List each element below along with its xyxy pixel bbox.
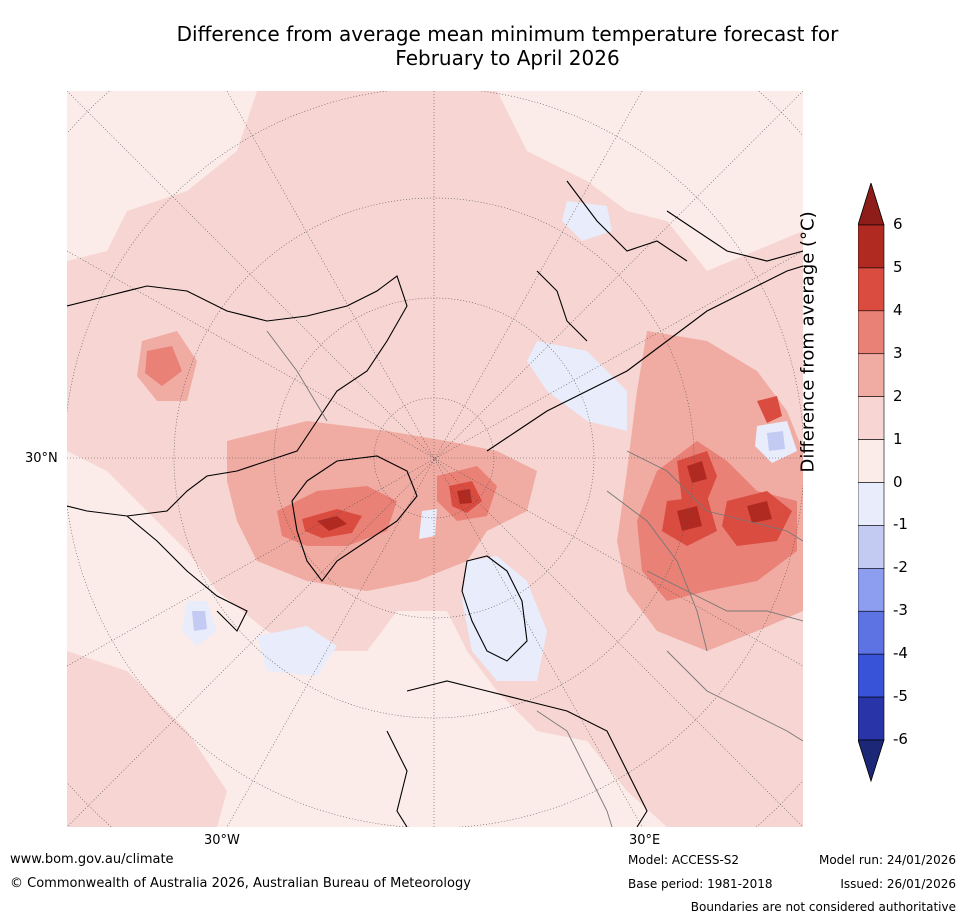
- colorbar-band: [858, 610, 885, 655]
- anomaly-4-5-regions: [302, 396, 792, 546]
- footer-model-run: Model run: 24/01/2026: [818, 853, 956, 867]
- colorbar-band: [858, 482, 885, 526]
- footer-copyright: © Commonwealth of Australia 2026, Austra…: [10, 876, 471, 891]
- colorbar-lower-arrow: [858, 739, 885, 783]
- anomaly-minus1-minus2-regions: [192, 431, 785, 631]
- lon-label-30e: 30°E: [629, 833, 661, 848]
- colorbar: [858, 183, 885, 783]
- colorbar-band: [858, 568, 885, 612]
- map-title-line1: Difference from average mean minimum tem…: [176, 22, 839, 46]
- footer-disclaimer: Boundaries are not considered authoritat…: [690, 900, 956, 914]
- colorbar-tick-label: 0: [893, 472, 903, 491]
- footer-issued: Issued: 26/01/2026: [840, 877, 956, 891]
- colorbar-tick-label: -6: [893, 730, 908, 748]
- graticule: [67, 91, 803, 827]
- forecast-map: [67, 91, 803, 827]
- colorbar-tick-label: -1: [893, 515, 908, 534]
- colorbar-band: [858, 396, 885, 440]
- map-title-line2: February to April 2026: [395, 46, 620, 70]
- colorbar-tick-label: 3: [893, 343, 903, 362]
- colorbar-tick-label: 5: [893, 257, 903, 276]
- colorbar-tick-label: 1: [893, 429, 903, 448]
- colorbar-tick-label: -4: [893, 644, 908, 663]
- colorbar-tick-label: -2: [893, 558, 908, 577]
- colorbar-tick-label: -5: [893, 687, 908, 706]
- lon-label-30w: 30°W: [204, 833, 240, 848]
- colorbar-title: Difference from average (°C): [797, 211, 819, 473]
- colorbar-tick-label: -3: [893, 601, 908, 620]
- footer-base-period: Base period: 1981-2018: [628, 877, 773, 891]
- footer-model: Model: ACCESS-S2: [628, 853, 740, 867]
- colorbar-band: [858, 439, 885, 483]
- map-canvas: [67, 91, 803, 827]
- colorbar-tick-label: 6: [893, 215, 903, 233]
- colorbar-band: [858, 310, 885, 355]
- colorbar-band: [858, 353, 885, 397]
- colorbar-band: [858, 224, 885, 269]
- colorbar-tick-label: 4: [893, 300, 903, 319]
- colorbar-band: [858, 653, 885, 698]
- country-borders: [266, 330, 803, 827]
- colorbar-band: [858, 267, 885, 312]
- footer-website[interactable]: www.bom.gov.au/climate: [10, 852, 174, 867]
- colorbar-band: [858, 696, 885, 741]
- colorbar-upper-arrow: [858, 183, 885, 226]
- map-title: Difference from average mean minimum tem…: [60, 22, 955, 70]
- coastlines: [67, 180, 803, 827]
- anomaly-5-6-regions: [317, 461, 772, 531]
- colorbar-tick-label: 2: [893, 386, 903, 405]
- colorbar-band: [858, 525, 885, 569]
- lat-label-30n: 30°N: [25, 451, 58, 466]
- colorbar-bands: [858, 224, 885, 741]
